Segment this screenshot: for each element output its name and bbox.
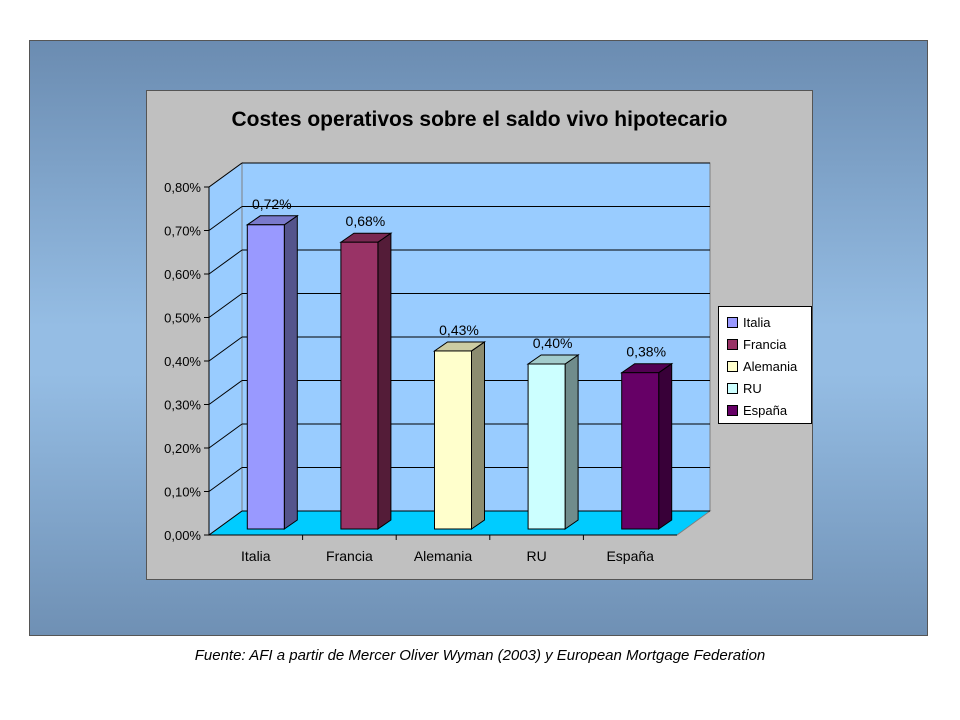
legend-entry: Italia [727, 311, 811, 333]
x-tick-label: Alemania [414, 548, 473, 564]
gridline-side [208, 510, 243, 536]
bar-side [377, 232, 392, 530]
chart-title: Costes operativos sobre el saldo vivo hi… [231, 108, 728, 131]
y-tick-label: 0,30% [164, 398, 201, 413]
y-tick-label: 0,10% [164, 485, 201, 500]
y-tick-label: 0,60% [164, 267, 201, 282]
bar-side [564, 354, 579, 530]
x-tick-label: Italia [241, 548, 271, 564]
legend-label: España [743, 402, 788, 418]
legend-entry: Alemania [727, 355, 811, 377]
x-tick-label: Francia [326, 548, 373, 564]
y-tick-label: 0,80% [164, 180, 201, 195]
gridline-side [208, 293, 243, 318]
data-label: 0,68% [346, 213, 386, 229]
data-label: 0,43% [439, 322, 479, 338]
bar-side [283, 214, 298, 530]
bar [434, 350, 472, 530]
y-tick-label: 0,20% [164, 441, 201, 456]
legend-swatch [727, 338, 738, 350]
chart-legend: Italia Francia Alemania RU España [718, 306, 812, 424]
source-note: Fuente: AFI a partir de Mercer Oliver Wy… [194, 647, 766, 664]
y-tick-label: 0,70% [164, 224, 201, 239]
bar [246, 224, 285, 530]
legend-label: Francia [743, 336, 787, 352]
bar [340, 241, 379, 530]
legend-label: RU [743, 380, 762, 396]
data-label: 0,40% [533, 335, 573, 351]
gridline-side [208, 206, 243, 231]
x-tick-label: España [606, 548, 654, 564]
data-label: 0,72% [252, 196, 292, 212]
legend-swatch [727, 382, 738, 394]
y-tick-label: 0,00% [164, 528, 201, 543]
legend-entry: Francia [727, 333, 811, 355]
gridline-side [208, 162, 243, 188]
y-tick-label: 0,50% [164, 311, 201, 326]
gridline-side [208, 249, 243, 275]
legend-entry: España [727, 399, 811, 421]
y-tick-label: 0,40% [164, 354, 201, 369]
gridline-side [208, 336, 243, 362]
legend-swatch [727, 360, 738, 372]
bar [527, 363, 566, 530]
gridline-side [208, 423, 243, 449]
legend-entry: RU [727, 377, 811, 399]
bar-side [471, 340, 485, 530]
legend-label: Alemania [743, 358, 798, 374]
gridline-side [208, 467, 243, 492]
legend-swatch [727, 316, 738, 328]
gridline-side [208, 380, 243, 405]
bar-side [658, 362, 673, 530]
bar [621, 372, 660, 530]
legend-label: Italia [743, 314, 771, 330]
legend-swatch [727, 404, 738, 416]
data-label: 0,38% [626, 344, 666, 360]
x-tick-label: RU [526, 548, 546, 564]
